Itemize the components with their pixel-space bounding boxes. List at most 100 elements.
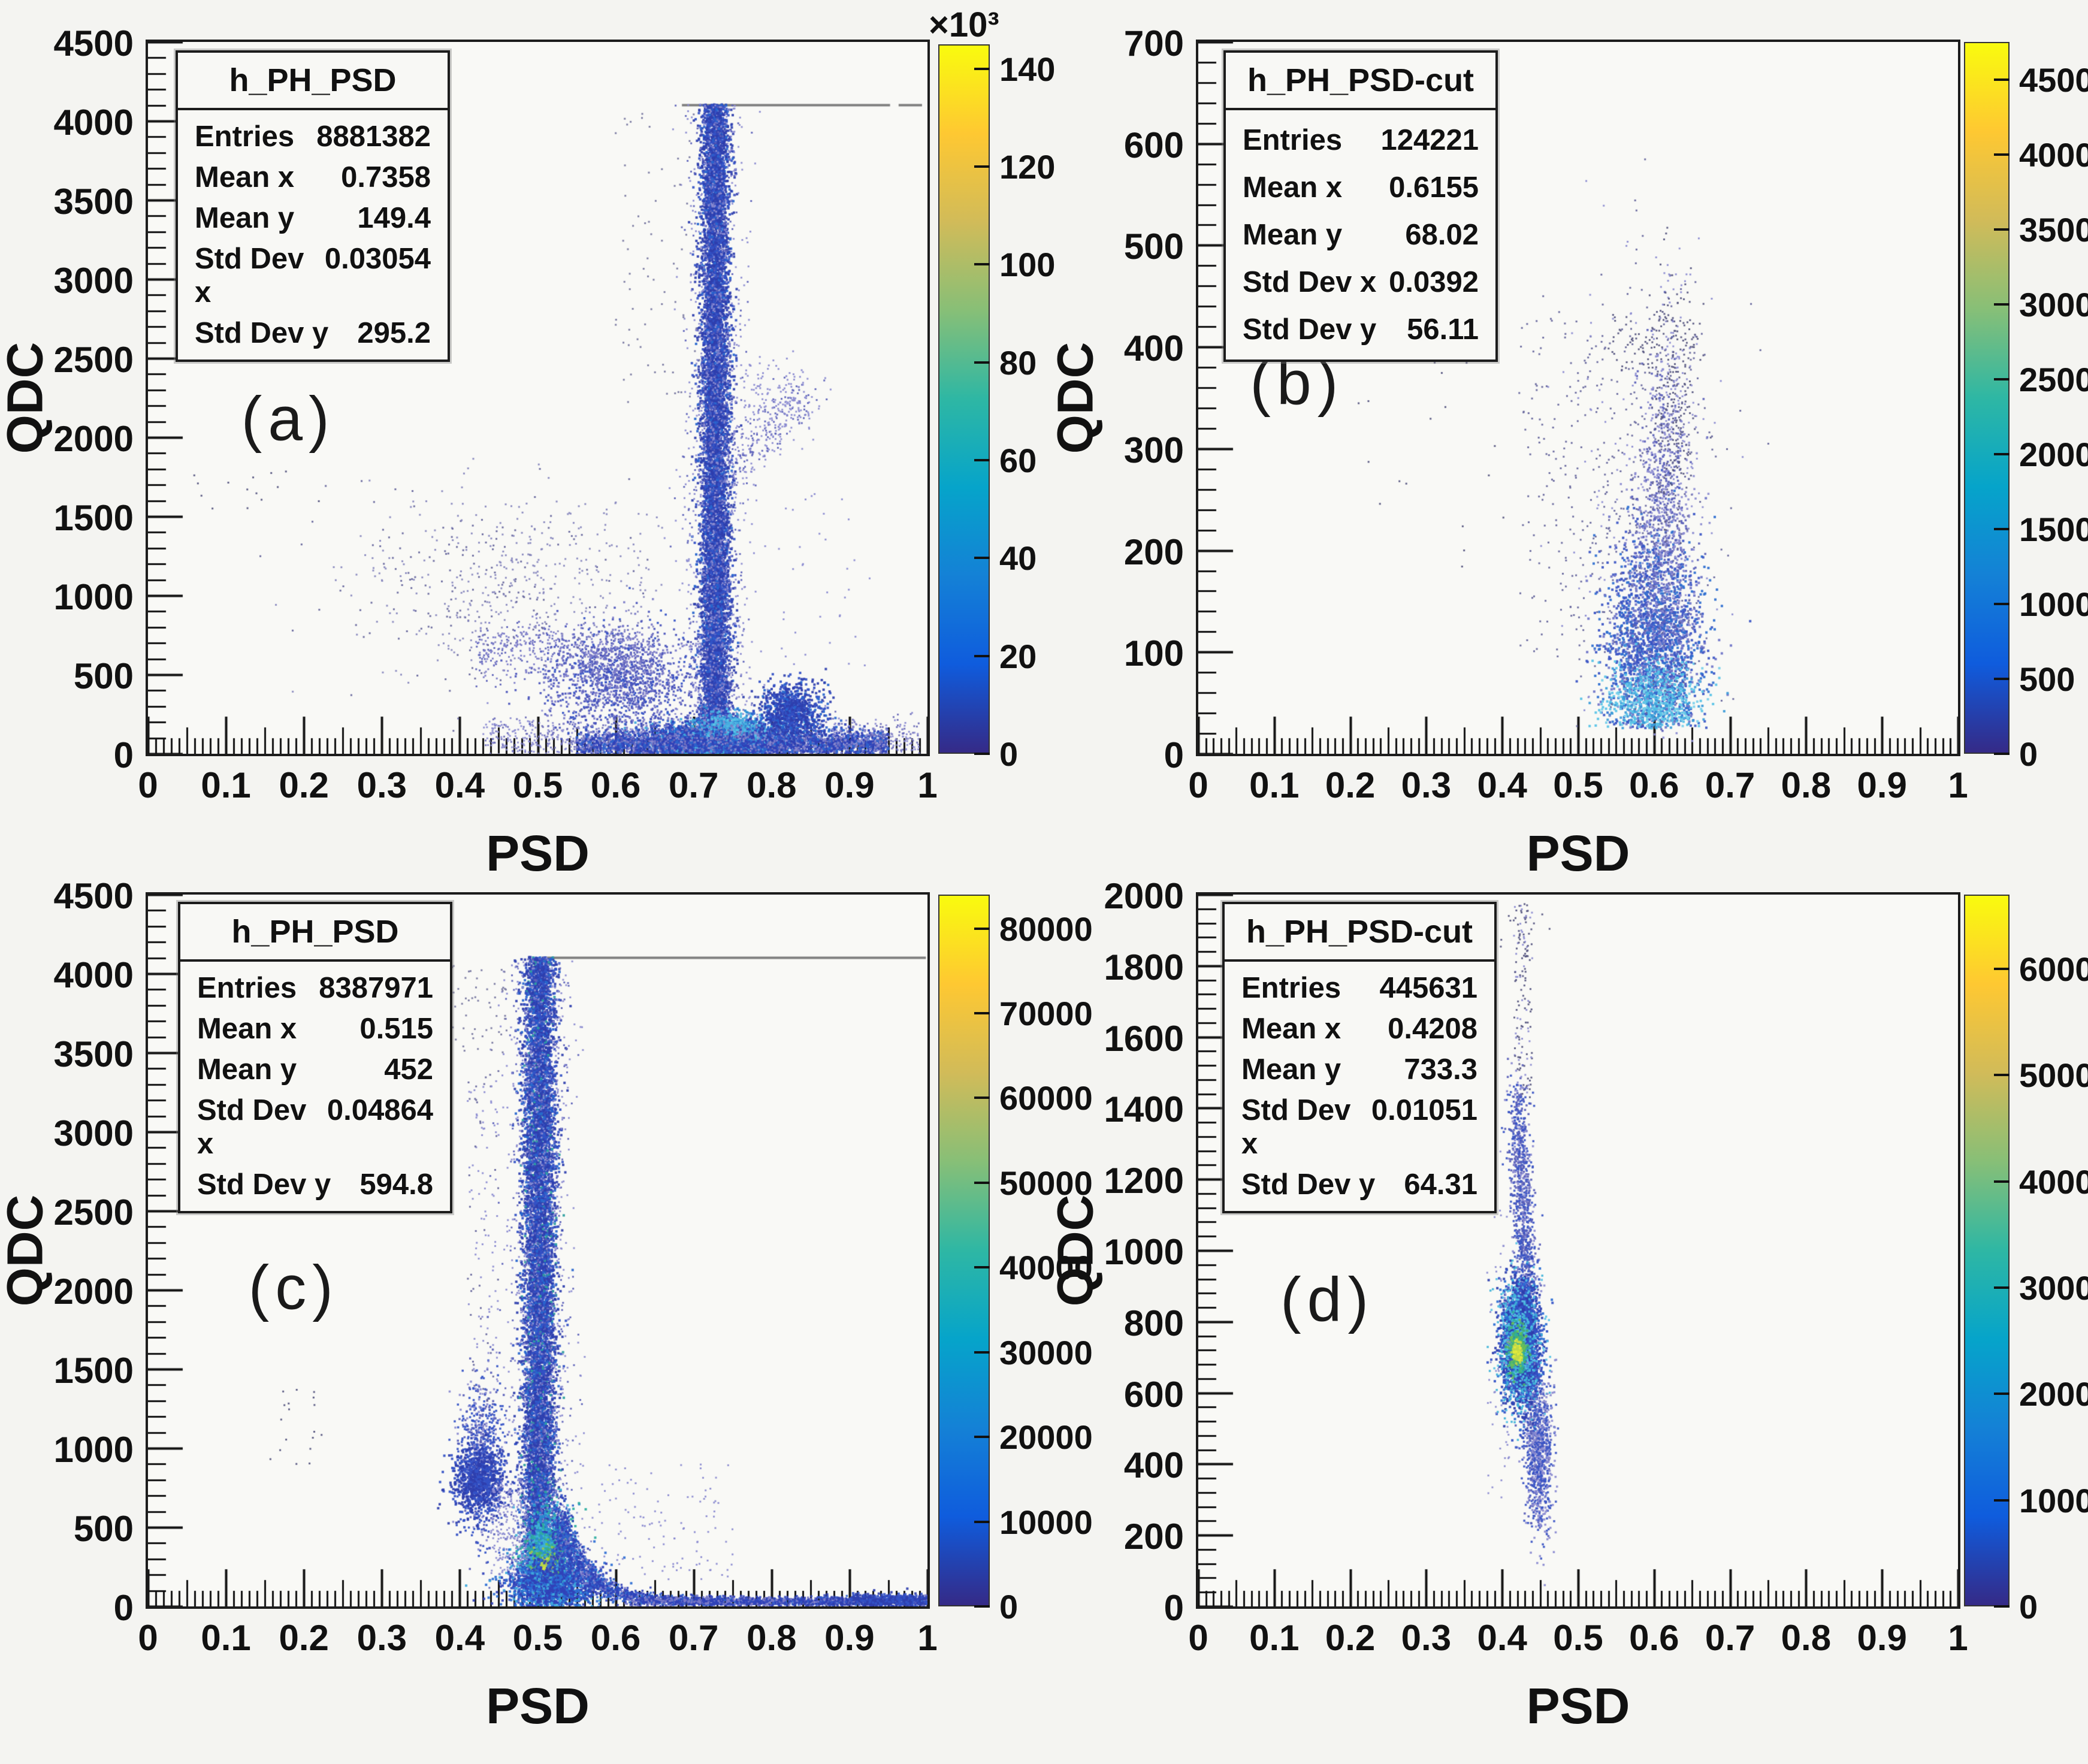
y-tick-label: 1600 <box>1104 1018 1184 1059</box>
x-tick-label: 0.2 <box>1325 1618 1376 1658</box>
x-axis-title: PSD <box>1526 1678 1630 1734</box>
y-tick-label: 400 <box>1123 1445 1184 1486</box>
colorbar-tick <box>1994 303 2010 306</box>
stats-row: Mean x 0.6155 <box>1243 171 1479 204</box>
stats-rows: Entries 8387971 Mean x 0.515 Mean y 452 Std De… <box>180 962 450 1211</box>
panel-letter-label: (d) <box>1280 1265 1375 1335</box>
y-tick-label: 1500 <box>53 498 134 538</box>
colorbar-tick-label: 2000 <box>2019 1375 2088 1413</box>
colorbar-tick <box>1994 452 2010 455</box>
stats-row: Std Dev x 0.0392 <box>1243 265 1479 299</box>
colorbar-tick-label: 80 <box>999 343 1037 382</box>
colorbar-tick-label: 40 <box>999 539 1037 578</box>
x-tick-label: 0 <box>1188 1618 1208 1658</box>
y-tick-label: 500 <box>1123 226 1184 267</box>
y-tick-label: 2000 <box>53 419 134 459</box>
stats-value: 0.6155 <box>1389 171 1479 204</box>
y-tick-label: 2500 <box>53 340 134 380</box>
colorbar-tick <box>1994 753 2010 755</box>
colorbar-tick <box>1994 677 2010 680</box>
colorbar-tick-label: 500 <box>2019 660 2075 698</box>
colorbar-tick-label: 4500 <box>2019 61 2088 99</box>
colorbar-tick <box>974 557 990 560</box>
y-tick-label: 4000 <box>53 955 134 995</box>
stats-value: 295.2 <box>357 317 431 349</box>
colorbar-tick-label: 30000 <box>999 1333 1093 1372</box>
y-tick-label: 700 <box>1123 23 1184 64</box>
x-tick-label: 0.9 <box>1857 1618 1907 1658</box>
colorbar-tick-label: 40000 <box>999 1249 1093 1287</box>
colorbar-tick-label: 0 <box>999 1588 1019 1626</box>
colorbar-tick <box>974 459 990 462</box>
stats-key: Mean x <box>195 161 295 194</box>
colorbar <box>1964 42 2010 754</box>
stats-key: Std Dev x <box>195 243 304 309</box>
colorbar-tick-label: 100 <box>999 246 1056 284</box>
stats-key: Std Dev y <box>1241 1168 1376 1201</box>
y-tick-label: 500 <box>73 656 134 696</box>
colorbar-tick <box>1994 153 2010 156</box>
stats-value: 733.3 <box>1404 1053 1477 1086</box>
colorbar-tick <box>974 1097 990 1100</box>
colorbar-tick <box>1994 1180 2010 1183</box>
stats-row: Entries 124221 <box>1243 123 1479 157</box>
colorbar-tick <box>974 1605 990 1608</box>
colorbar-tick-label: 1000 <box>2019 1481 2088 1520</box>
x-tick-label: 0.1 <box>1249 765 1300 805</box>
x-tick-label: 0 <box>138 765 158 805</box>
x-tick-label: 0.3 <box>356 1618 407 1658</box>
stats-row: Std Dev y 295.2 <box>195 316 431 350</box>
stats-rows: Entries 8881382 Mean x 0.7358 Mean y 149.4 Std… <box>178 110 448 360</box>
colorbar-tick-label: 20 <box>999 637 1037 675</box>
colorbar-tick <box>974 1436 990 1439</box>
panel-letter-label: (a) <box>241 384 336 454</box>
stats-row: Std Dev y 594.8 <box>197 1168 433 1201</box>
colorbar-tick <box>974 263 990 266</box>
colorbar-tick-label: 2000 <box>2019 435 2088 473</box>
x-tick-label: 0.8 <box>747 765 797 805</box>
y-tick-label: 400 <box>1123 328 1184 369</box>
colorbar-tick <box>974 361 990 364</box>
stats-value: 68.02 <box>1405 218 1479 251</box>
y-tick-label: 1000 <box>53 1430 134 1470</box>
colorbar <box>938 44 990 754</box>
stats-key: Mean x <box>1241 1013 1341 1045</box>
stats-row: Mean y 733.3 <box>1241 1053 1477 1086</box>
x-tick-label: 0.6 <box>590 765 641 805</box>
stats-value: 149.4 <box>357 202 431 234</box>
x-tick-label: 0.7 <box>1705 765 1755 805</box>
stats-value: 0.515 <box>359 1013 433 1045</box>
y-tick-label: 1200 <box>1104 1161 1184 1201</box>
colorbar-tick-label: 4000 <box>2019 1162 2088 1201</box>
colorbar-tick-label: 1500 <box>2019 510 2088 548</box>
colorbar-tick-label: 0 <box>2019 735 2038 773</box>
stats-box: h_PH_PSD Entries 8881382 Mean x 0.7358 Mean y… <box>176 50 450 362</box>
x-tick-label: 0.4 <box>434 1618 485 1658</box>
x-tick-label: 0.6 <box>590 1618 641 1658</box>
x-axis-title: PSD <box>1526 825 1630 881</box>
x-tick-label: 0.9 <box>1857 765 1907 805</box>
y-tick-label: 1000 <box>53 577 134 617</box>
colorbar-tick <box>1994 1605 2010 1608</box>
colorbar <box>1964 895 2010 1606</box>
colorbar-tick-label: 1000 <box>2019 585 2088 623</box>
stats-row: Entries 8881382 <box>195 120 431 153</box>
y-tick-label: 2000 <box>1104 876 1184 916</box>
x-tick-label: 0.3 <box>356 765 407 805</box>
colorbar-tick <box>974 1012 990 1014</box>
stats-value: 0.01051 <box>1371 1094 1477 1126</box>
stats-value: 64.31 <box>1404 1168 1477 1201</box>
x-tick-label: 0.8 <box>1781 765 1832 805</box>
stats-key: Std Dev x <box>197 1094 307 1160</box>
colorbar-tick <box>974 1181 990 1184</box>
stats-value: 8881382 <box>316 120 431 153</box>
y-tick-label: 3500 <box>53 182 134 222</box>
x-tick-label: 0.7 <box>1705 1618 1755 1658</box>
colorbar-tick-label: 6000 <box>2019 950 2088 989</box>
y-tick-label: 0 <box>1164 1588 1184 1628</box>
stats-key: Std Dev y <box>1243 313 1377 346</box>
colorbar-tick <box>974 1520 990 1523</box>
stats-title: h_PH_PSD <box>180 904 450 962</box>
x-tick-label: 0 <box>1188 765 1208 805</box>
